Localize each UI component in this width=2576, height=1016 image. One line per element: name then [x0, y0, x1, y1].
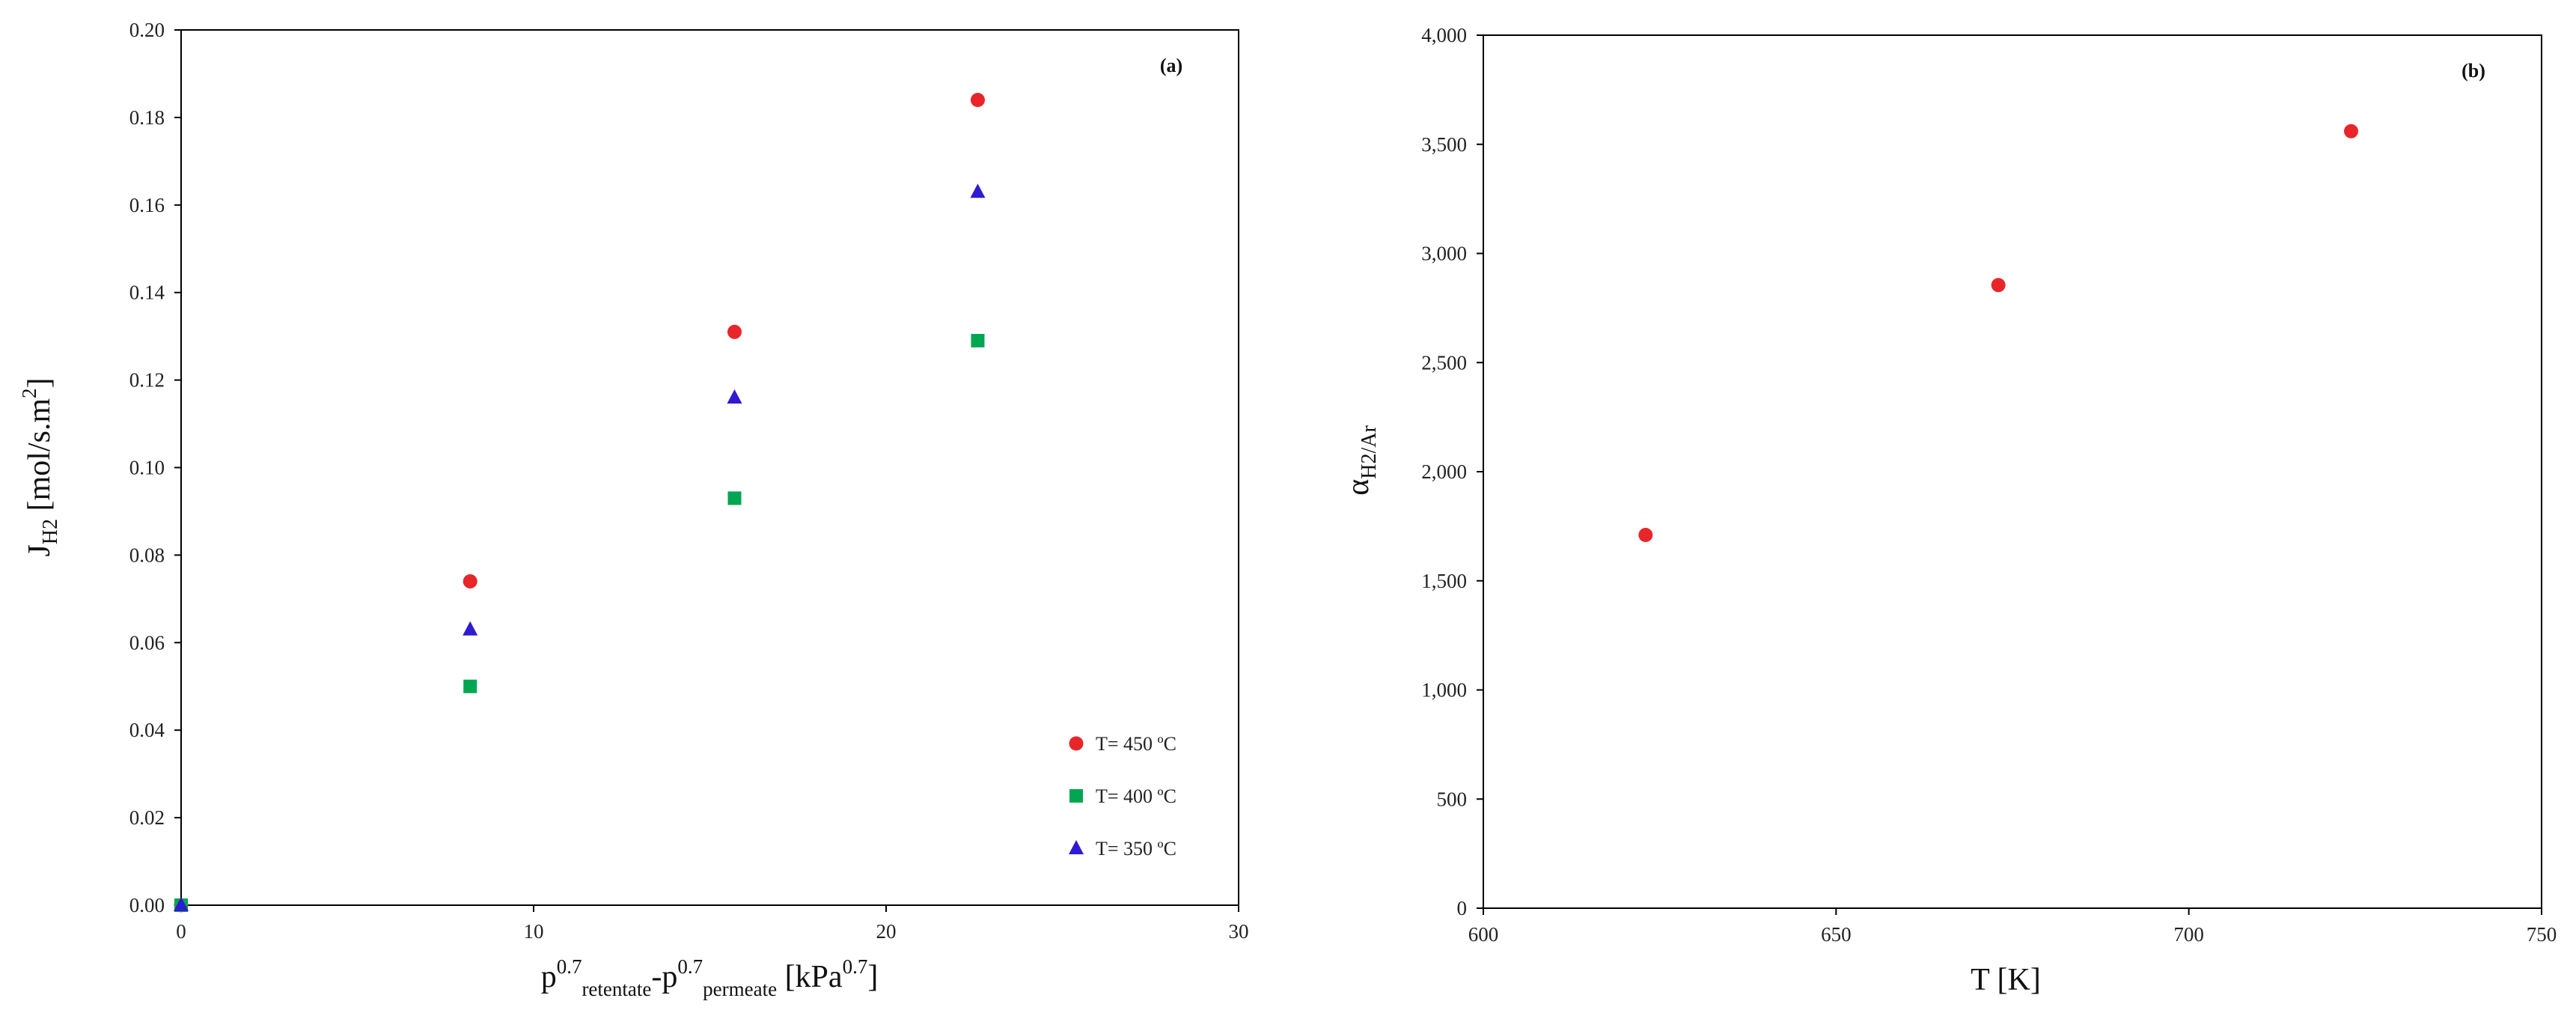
- y-tick-label: 0.10: [129, 457, 165, 479]
- y-tick-label: 3,500: [1421, 133, 1467, 156]
- ylabel-a-sub: H2: [39, 519, 62, 544]
- x-tick-label: 700: [2173, 923, 2204, 946]
- y-ticks-b: 0 500 1,000 1,500 2,000 2,500 3,000 3,500 4,000: [1421, 24, 1483, 919]
- x-tick-label: 20: [876, 920, 897, 943]
- ylabel-a-main: J: [22, 544, 57, 556]
- panel-label-b: (b): [2461, 60, 2485, 82]
- y-tick-label: 0.08: [129, 544, 165, 566]
- y-tick-label: 2,000: [1421, 460, 1467, 483]
- y-tick-label: 0: [1457, 897, 1468, 919]
- data-point: [463, 621, 478, 636]
- legend-marker: [1069, 840, 1084, 854]
- marks-a: [174, 93, 986, 913]
- data-point: [1638, 528, 1653, 543]
- x-ticks-b: 600 650 700 750: [1468, 908, 2557, 946]
- chart-b: (b) 600 650 700 750 0 500 1,000 1,500 2,000 2,50…: [1341, 24, 2557, 997]
- y-tick-label: 0.14: [129, 282, 165, 304]
- xlabel-a-sub2: permeate: [703, 978, 777, 1000]
- legend-marker: [1069, 789, 1083, 803]
- data-point: [727, 491, 742, 505]
- y-tick-label: 0.20: [129, 19, 165, 41]
- legend-item: T= 450 ºC: [1069, 733, 1176, 755]
- y-tick-label: 0.04: [129, 719, 165, 741]
- legend-a: T= 450 ºC T= 400 ºC T= 350 ºC: [1069, 733, 1176, 860]
- y-tick-label: 500: [1437, 788, 1468, 810]
- panel-label-a: (a): [1160, 55, 1182, 76]
- xlabel-a-exp1: 0.7: [557, 955, 582, 978]
- x-tick-label: 10: [524, 920, 544, 943]
- xlabel-a-unit-exp: 0.7: [843, 955, 868, 978]
- ylabel-a-unit-exp: 2: [18, 388, 40, 398]
- legend-label: T= 400 ºC: [1096, 785, 1176, 807]
- y-axis-label-b: αH2/Ar: [1341, 425, 1381, 496]
- series-1: [1638, 124, 2358, 543]
- y-tick-label: 0.12: [129, 369, 165, 392]
- y-tick-label: 2,500: [1421, 351, 1467, 374]
- x-ticks-a: 0 10 20 30: [176, 905, 1249, 943]
- y-ticks-a: 0.00 0.02 0.04 0.06 0.08 0.10 0.12 0.14 0.16 0.18…: [129, 19, 181, 916]
- data-point: [2343, 124, 2358, 139]
- y-tick-label: 1,000: [1421, 679, 1467, 702]
- xlabel-a-p: p: [541, 960, 557, 994]
- data-point: [970, 93, 985, 108]
- data-point: [971, 333, 985, 347]
- y-tick-label: 3,000: [1421, 243, 1467, 265]
- xlabel-a-sub1: retentate: [582, 978, 651, 1000]
- y-tick-label: 0.06: [129, 631, 165, 654]
- ylabel-b-sub: H2/Ar: [1358, 425, 1381, 479]
- legend-item: T= 400 ºC: [1069, 785, 1176, 807]
- x-tick-label: 600: [1468, 923, 1499, 946]
- xlabel-a-unit-close: ]: [867, 960, 878, 994]
- y-axis-label-a: JH2 [mol/s.m2]: [18, 377, 62, 556]
- plot-area-a: [180, 29, 1239, 906]
- x-tick-label: 30: [1229, 920, 1249, 943]
- data-point: [174, 897, 189, 911]
- x-axis-label-a: p0.7retentate-p0.7permeate [kPa0.7]: [541, 955, 879, 1000]
- data-point: [970, 183, 986, 198]
- marks-b: [1638, 124, 2358, 543]
- ylabel-a-unit-close: ]: [22, 377, 57, 388]
- x-axis-label-b: T [K]: [1971, 963, 2041, 997]
- x-tick-label: 650: [1821, 923, 1852, 946]
- y-tick-label: 0.18: [129, 106, 165, 129]
- xlabel-a-dash: -p: [651, 960, 677, 994]
- series-3: [174, 183, 986, 911]
- xlabel-a-unit: [kPa: [777, 960, 843, 994]
- x-tick-label: 0: [176, 920, 186, 943]
- series-1: [174, 93, 985, 913]
- series-2: [174, 333, 985, 912]
- data-point: [727, 324, 742, 339]
- x-tick-label: 750: [2527, 923, 2557, 946]
- ylabel-a-unit: [mol/s.m: [22, 398, 57, 519]
- legend-marker: [1069, 736, 1084, 751]
- xlabel-a-exp2: 0.7: [677, 955, 703, 978]
- y-tick-label: 0.16: [129, 194, 165, 216]
- data-point: [463, 574, 477, 588]
- chart-a: (a) 0 10 20 30 0.00 0.02 0.04 0.06 0.08 0.10 0.12…: [18, 19, 1249, 1000]
- data-point: [463, 679, 477, 693]
- legend-item: T= 350 ºC: [1069, 838, 1176, 860]
- legend-label: T= 350 ºC: [1096, 838, 1176, 860]
- y-tick-label: 0.02: [129, 806, 165, 829]
- y-tick-label: 0.00: [129, 894, 165, 916]
- ylabel-b-main: α: [1341, 479, 1376, 496]
- legend-label: T= 450 ºC: [1096, 733, 1176, 755]
- y-tick-label: 1,500: [1421, 570, 1467, 592]
- plot-area-b: [1483, 34, 2542, 909]
- data-point: [1991, 278, 2006, 293]
- y-tick-label: 4,000: [1421, 24, 1467, 46]
- data-point: [727, 389, 742, 404]
